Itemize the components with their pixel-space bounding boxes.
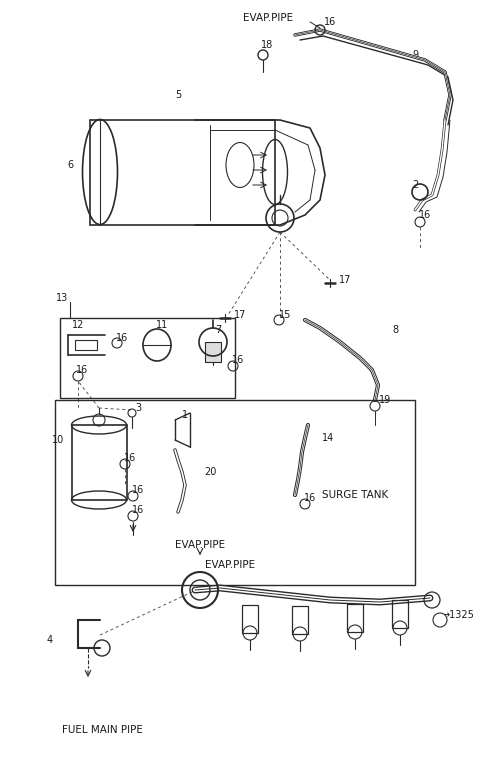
- Text: 16: 16: [419, 210, 431, 220]
- Bar: [75, 340, 97, 350]
- Text: 17: 17: [234, 310, 246, 320]
- Bar: [90, 120, 275, 225]
- Text: 14: 14: [322, 433, 334, 443]
- Bar: [205, 342, 221, 362]
- Text: 16: 16: [132, 485, 144, 495]
- Text: 6: 6: [67, 160, 73, 170]
- Text: EVAP.PIPE: EVAP.PIPE: [243, 13, 293, 23]
- Text: 19: 19: [379, 395, 391, 405]
- Bar: [392, 600, 408, 628]
- Text: 16: 16: [304, 493, 316, 503]
- Circle shape: [433, 613, 447, 627]
- Text: EVAP.PIPE: EVAP.PIPE: [175, 540, 225, 550]
- Text: 13: 13: [56, 293, 68, 303]
- Text: 20: 20: [204, 467, 216, 477]
- Text: 16: 16: [232, 355, 244, 365]
- Text: →1325: →1325: [442, 610, 474, 620]
- Bar: [292, 606, 308, 634]
- Bar: [60, 318, 235, 398]
- Bar: [55, 400, 415, 585]
- Text: 10: 10: [52, 435, 64, 445]
- Text: 17: 17: [339, 275, 351, 285]
- Text: 18: 18: [261, 40, 273, 50]
- Text: 4: 4: [47, 635, 53, 645]
- Text: FUEL MAIN PIPE: FUEL MAIN PIPE: [61, 725, 143, 735]
- Text: 11: 11: [156, 320, 168, 330]
- Text: 9: 9: [412, 50, 418, 60]
- Bar: [347, 604, 363, 632]
- Text: 16: 16: [124, 453, 136, 463]
- Text: SURGE TANK: SURGE TANK: [322, 490, 388, 500]
- Text: 5: 5: [175, 90, 181, 100]
- Text: 12: 12: [72, 320, 84, 330]
- Text: 15: 15: [279, 310, 291, 320]
- Text: 3: 3: [135, 403, 141, 413]
- Bar: [72, 425, 127, 500]
- Text: 16: 16: [76, 365, 88, 375]
- Text: 16: 16: [132, 505, 144, 515]
- Text: EVAP.PIPE: EVAP.PIPE: [205, 560, 255, 570]
- Text: 7: 7: [215, 325, 221, 335]
- Text: 1: 1: [182, 410, 188, 420]
- Text: 16: 16: [324, 17, 336, 27]
- Bar: [242, 605, 258, 633]
- Text: 2: 2: [412, 180, 418, 190]
- Text: 16: 16: [116, 333, 128, 343]
- Text: 8: 8: [392, 325, 398, 335]
